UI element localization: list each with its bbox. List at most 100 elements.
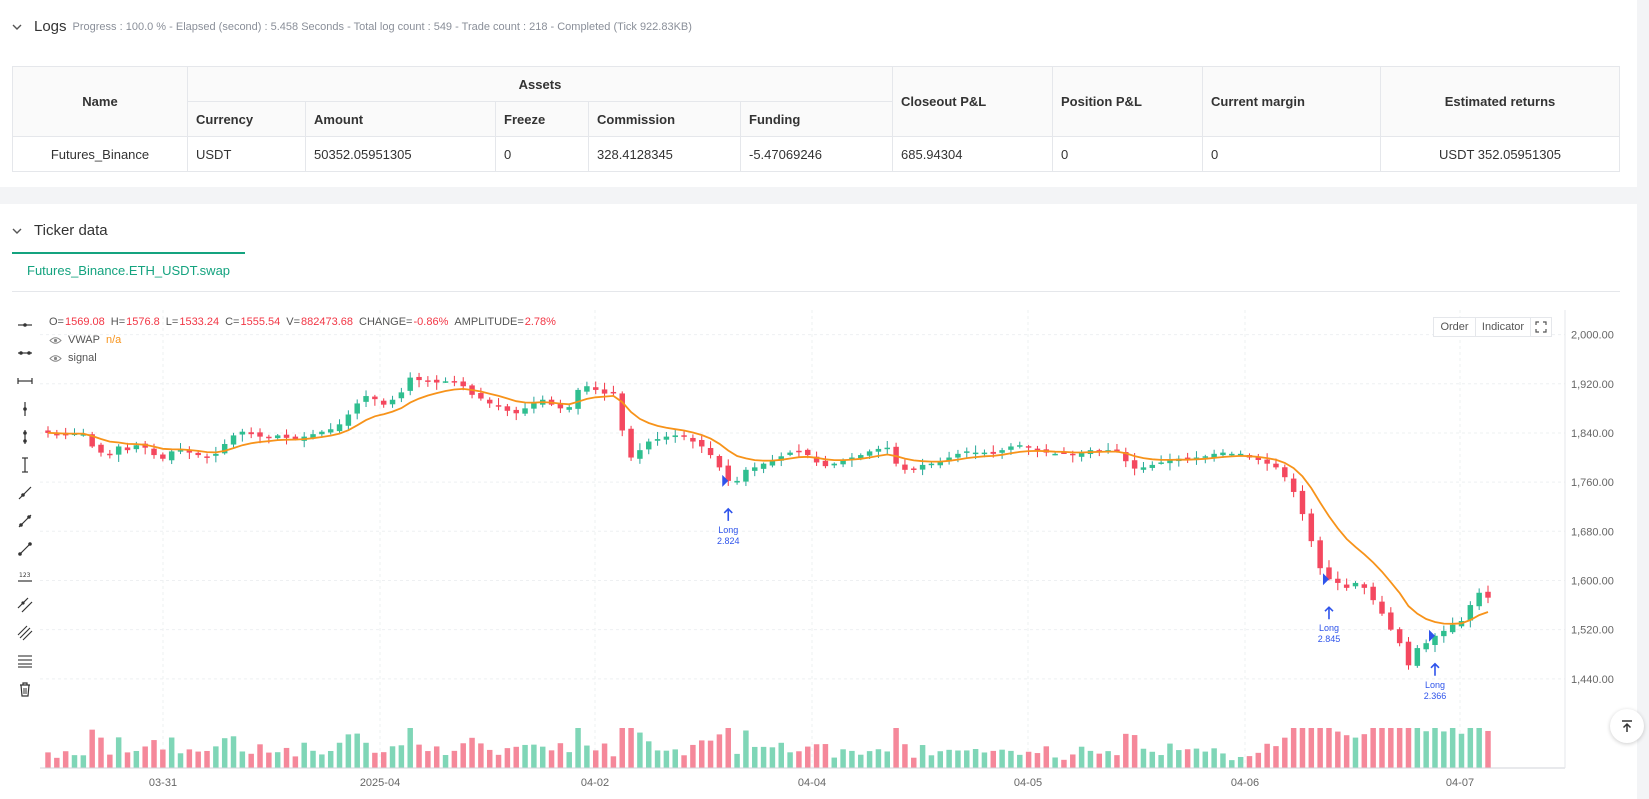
volume-bar [195, 751, 201, 768]
signal-label: signal [68, 352, 97, 364]
chevron-down-icon[interactable] [12, 226, 22, 236]
col-commission: Commission [588, 101, 741, 137]
chevron-down-icon[interactable] [12, 22, 22, 32]
candle-body [177, 450, 184, 452]
vwap-legend[interactable]: VWAP n/a [49, 334, 122, 346]
volume-bar [354, 733, 360, 768]
fib-retracement-tool-icon[interactable] [14, 647, 36, 675]
volume-bar [204, 750, 210, 768]
horizontal-segment-tool-icon[interactable] [14, 367, 36, 395]
change-value: -0.86% [413, 316, 449, 328]
candle-body [274, 435, 281, 439]
order-button[interactable]: Order [1433, 317, 1476, 337]
candle-body [990, 451, 997, 454]
eye-icon[interactable] [49, 354, 62, 363]
volume-bar [946, 749, 952, 768]
volume-bar [725, 728, 731, 768]
volume-bar [451, 750, 458, 768]
vertical-ray-tool-icon[interactable] [14, 395, 36, 423]
col-freeze: Freeze [495, 101, 589, 137]
candle-body [734, 480, 740, 483]
candle-body [115, 446, 122, 455]
candle-body [168, 451, 175, 461]
x-tick-label: 03-31 [149, 777, 177, 789]
candle-body [1034, 448, 1041, 451]
volume-bar [486, 749, 493, 768]
volume-bar [1335, 731, 1341, 768]
volume-bar [981, 752, 988, 768]
signal-label: Long [1425, 680, 1445, 690]
price-label-tool-icon[interactable]: 123 [14, 563, 36, 591]
close-label: C= [225, 316, 240, 328]
high-value: 1576.8 [126, 316, 160, 328]
y-tick-label: 1,920.00 [1571, 379, 1614, 391]
buy-arrow-icon [1430, 662, 1440, 676]
segment-tool-icon[interactable] [14, 535, 36, 563]
horizontal-line-tool-icon[interactable] [14, 339, 36, 367]
eye-icon[interactable] [49, 336, 62, 345]
trend-line-tool-icon[interactable] [14, 507, 36, 535]
entry-marker-icon [1428, 629, 1435, 642]
candle-body [1423, 643, 1429, 650]
candle-body [707, 447, 714, 456]
candle-body [327, 429, 334, 433]
parallel-channel-tool-icon[interactable] [14, 591, 36, 619]
volume-bar [363, 742, 369, 768]
volume-bar [1449, 728, 1456, 768]
candle-body [1158, 462, 1164, 464]
candle-body [195, 452, 201, 456]
entry-marker-icon [1322, 573, 1329, 586]
arrow-up-icon [1622, 720, 1632, 732]
candle-body [601, 389, 608, 394]
volume-bar [89, 729, 95, 768]
volume-bar [1458, 733, 1465, 768]
volume-bar [266, 752, 272, 768]
fib-channel-tool-icon[interactable] [14, 619, 36, 647]
candle-body [1414, 648, 1421, 666]
fullscreen-button[interactable] [1530, 317, 1552, 337]
volume-bar [1299, 728, 1306, 768]
vertical-line-tool-icon[interactable] [14, 423, 36, 451]
volume-bar [380, 752, 387, 768]
horizontal-ray-tool-icon[interactable] [14, 311, 36, 339]
volume-bar [699, 740, 705, 768]
volume-bar [1176, 750, 1182, 768]
x-tick-label: 04-05 [1014, 777, 1042, 789]
volume-bar [849, 750, 855, 768]
logs-header[interactable]: Logs Progress : 100.0 % - Elapsed (secon… [12, 18, 692, 35]
volume-bar [1379, 728, 1385, 768]
candle-body [1343, 584, 1350, 588]
cell-returns: USDT 352.05951305 [1380, 136, 1620, 172]
volume-bar [1317, 728, 1323, 768]
vertical-segment-tool-icon[interactable] [14, 451, 36, 479]
indicator-button[interactable]: Indicator [1475, 317, 1531, 337]
candle-body [584, 386, 590, 392]
candle-body [522, 408, 528, 414]
ticker-header[interactable]: Ticker data [12, 222, 108, 239]
tab-eth-usdt-swap[interactable]: Futures_Binance.ETH_USDT.swap [12, 252, 246, 288]
y-tick-label: 1,600.00 [1571, 575, 1614, 587]
volume-bar [787, 752, 793, 768]
candle-body [504, 406, 511, 411]
candle-body [981, 452, 988, 455]
candle-body [1449, 624, 1456, 633]
volume-bar [124, 752, 131, 768]
volume-bar [1352, 737, 1359, 768]
vwap-line [47, 387, 1489, 625]
trend-ray-tool-icon[interactable] [14, 479, 36, 507]
volume-bar [1396, 728, 1403, 768]
signal-legend[interactable]: signal [49, 352, 98, 364]
candle-body [1220, 452, 1226, 456]
candle-body [1299, 490, 1306, 515]
trash-icon[interactable] [14, 675, 36, 703]
candle-body [911, 468, 917, 470]
candle-body [336, 424, 343, 432]
back-to-top-button[interactable] [1610, 709, 1644, 743]
candle-body [1273, 463, 1279, 468]
y-tick-label: 1,840.00 [1571, 428, 1614, 440]
candle-body [902, 464, 908, 470]
volume-bar [442, 755, 449, 768]
candle-body [575, 389, 581, 409]
x-tick-label: 04-02 [581, 777, 609, 789]
